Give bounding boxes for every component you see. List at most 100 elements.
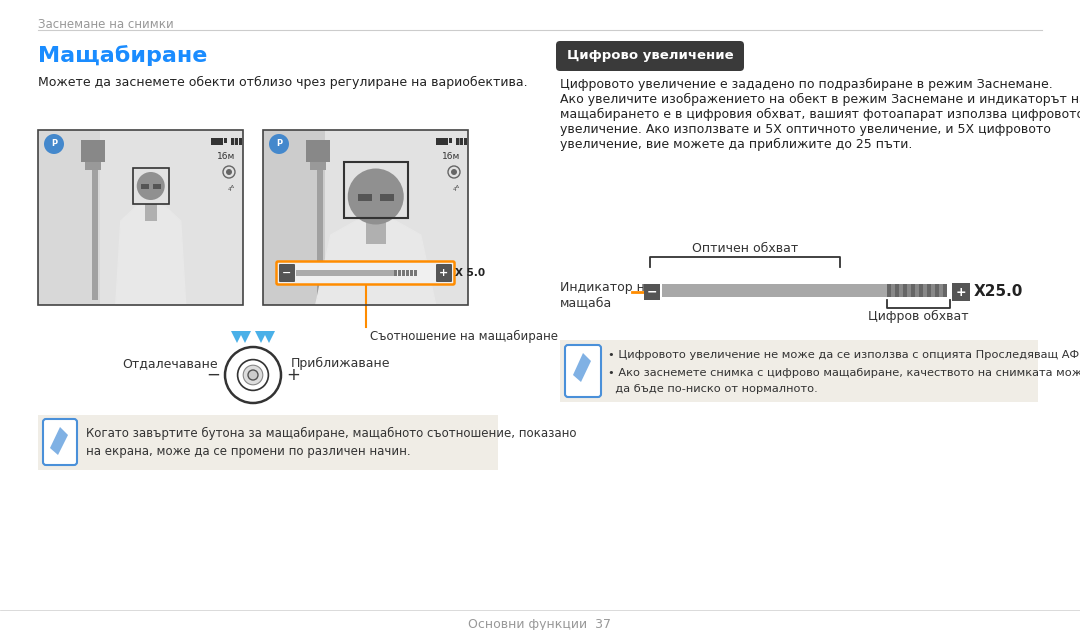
Bar	[264, 130, 468, 305]
Text: Цифрово увеличение: Цифрово увеличение	[567, 50, 733, 62]
Bar	[307, 140, 330, 162]
FancyBboxPatch shape	[556, 41, 744, 71]
Bar	[915, 284, 919, 297]
Bar	[662, 284, 887, 297]
Bar	[456, 138, 459, 145]
Bar	[239, 138, 242, 145]
Text: I: I	[233, 138, 235, 147]
Text: Когато завъртите бутона за мащабиране, мащабното съотношение, показано: Когато завъртите бутона за мащабиране, м…	[86, 427, 577, 440]
Bar	[899, 284, 903, 297]
Bar	[310, 162, 326, 170]
Bar	[919, 284, 922, 297]
Text: на екрана, може да се промени по различен начин.: на екрана, може да се промени по различе…	[86, 445, 410, 458]
Text: мащаба: мащаба	[561, 296, 612, 309]
Text: X 5.0: X 5.0	[455, 268, 485, 278]
Bar	[409, 270, 413, 276]
Polygon shape	[315, 217, 435, 305]
Circle shape	[348, 168, 404, 224]
Text: Заснемане на снимки: Заснемане на снимки	[38, 18, 174, 31]
Bar	[38, 130, 243, 305]
FancyBboxPatch shape	[951, 283, 970, 301]
Bar	[343, 161, 408, 217]
Bar	[449, 138, 453, 143]
Bar	[922, 284, 927, 297]
Bar	[894, 284, 899, 297]
Bar	[393, 270, 396, 276]
Bar	[903, 284, 906, 297]
Circle shape	[269, 134, 289, 154]
FancyBboxPatch shape	[436, 264, 453, 282]
Text: мащабирането е в цифровия обхват, вашият фотоапарат използва цифровото: мащабирането е в цифровия обхват, вашият…	[561, 108, 1080, 121]
Text: Ако увеличите изображението на обект в режим Заснемане и индикаторът на: Ако увеличите изображението на обект в р…	[561, 93, 1080, 106]
Text: Основни функции  37: Основни функции 37	[469, 618, 611, 630]
FancyBboxPatch shape	[565, 345, 600, 397]
Bar	[38, 415, 498, 470]
Text: Индикатор на: Индикатор на	[561, 281, 652, 294]
FancyBboxPatch shape	[276, 261, 455, 285]
Circle shape	[451, 169, 457, 175]
Circle shape	[248, 370, 258, 380]
Bar	[906, 284, 910, 297]
Text: Можете да заснемете обекти отблизо чрез регулиране на вариобектива.: Можете да заснемете обекти отблизо чрез …	[38, 76, 528, 89]
Bar	[324, 130, 468, 305]
Bar	[887, 284, 891, 297]
Bar	[939, 284, 943, 297]
Bar	[891, 284, 894, 297]
Bar	[934, 284, 939, 297]
Text: увеличение, вие можете да приближите до 25 пъти.: увеличение, вие можете да приближите до …	[561, 138, 913, 151]
Bar	[357, 193, 372, 200]
Text: −: −	[647, 285, 658, 299]
Text: X25.0: X25.0	[974, 285, 1024, 299]
Bar	[235, 138, 238, 145]
Bar	[927, 284, 931, 297]
Circle shape	[243, 365, 262, 385]
Bar	[380, 193, 394, 200]
Polygon shape	[231, 331, 243, 343]
Bar	[133, 168, 168, 204]
Text: Цифров обхват: Цифров обхват	[868, 310, 969, 323]
Bar	[366, 217, 386, 244]
Bar	[414, 270, 417, 276]
Bar	[460, 138, 463, 145]
Bar	[211, 138, 222, 145]
Bar	[910, 284, 915, 297]
Bar	[145, 203, 157, 221]
Text: ₄ᴬ: ₄ᴬ	[453, 184, 460, 193]
Text: −: −	[206, 366, 220, 384]
Text: ₄ᴬ: ₄ᴬ	[228, 184, 235, 193]
Text: +: +	[286, 366, 300, 384]
Text: Приближаване: Приближаване	[292, 357, 391, 370]
FancyBboxPatch shape	[644, 284, 660, 300]
Bar	[85, 162, 102, 170]
Bar	[38, 130, 243, 305]
Text: • Ако заснемете снимка с цифрово мащабиране, качеството на снимката може: • Ако заснемете снимка с цифрово мащабир…	[608, 368, 1080, 378]
Polygon shape	[116, 203, 186, 305]
Text: I: I	[458, 138, 460, 147]
Text: Оптичен обхват: Оптичен обхват	[692, 242, 798, 255]
Text: 16м: 16м	[217, 152, 235, 161]
Circle shape	[137, 172, 165, 200]
Circle shape	[44, 134, 64, 154]
Bar	[224, 138, 227, 143]
Text: P: P	[51, 139, 57, 149]
Bar	[943, 284, 947, 297]
Polygon shape	[573, 353, 591, 382]
Text: 16м: 16м	[442, 152, 460, 161]
Text: Отдалечаване: Отдалечаване	[122, 357, 218, 370]
Text: Цифровото увеличение е зададено по подразбиране в режим Заснемане.: Цифровото увеличение е зададено по подра…	[561, 78, 1053, 91]
Bar	[93, 140, 98, 300]
Bar	[140, 184, 149, 189]
Polygon shape	[239, 331, 251, 343]
Polygon shape	[255, 331, 267, 343]
Circle shape	[226, 169, 232, 175]
Polygon shape	[264, 331, 275, 343]
Text: Съотношение на мащабиране: Съотношение на мащабиране	[369, 330, 557, 343]
Text: P: P	[275, 139, 282, 149]
Text: • Цифровото увеличение не може да се използва с опцията Проследяващ АФ.: • Цифровото увеличение не може да се изп…	[608, 350, 1080, 360]
Text: увеличение. Ако използвате и 5X оптичното увеличение, и 5X цифровото: увеличение. Ако използвате и 5X оптичнот…	[561, 123, 1051, 136]
Bar	[231, 138, 234, 145]
Bar	[318, 140, 323, 300]
Bar	[99, 130, 243, 305]
Bar	[81, 140, 106, 162]
Bar	[402, 270, 405, 276]
